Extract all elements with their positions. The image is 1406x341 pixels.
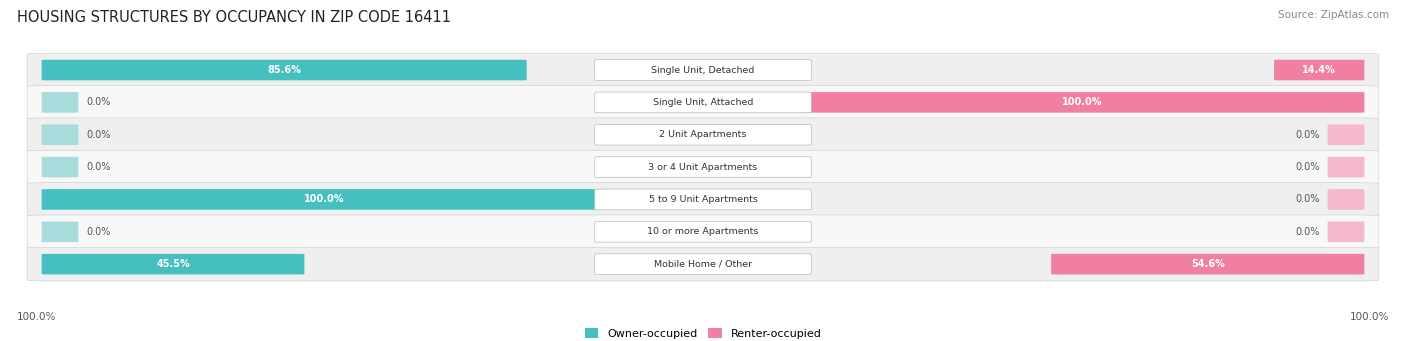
FancyBboxPatch shape [42,157,79,177]
FancyBboxPatch shape [42,92,79,113]
Text: 5 to 9 Unit Apartments: 5 to 9 Unit Apartments [648,195,758,204]
FancyBboxPatch shape [595,254,811,275]
FancyBboxPatch shape [1327,124,1364,145]
FancyBboxPatch shape [1327,157,1364,177]
FancyBboxPatch shape [42,124,79,145]
Text: HOUSING STRUCTURES BY OCCUPANCY IN ZIP CODE 16411: HOUSING STRUCTURES BY OCCUPANCY IN ZIP C… [17,10,451,25]
Text: 54.6%: 54.6% [1191,259,1225,269]
Text: 100.0%: 100.0% [304,194,344,205]
Text: 0.0%: 0.0% [86,227,111,237]
Text: Mobile Home / Other: Mobile Home / Other [654,260,752,269]
FancyBboxPatch shape [595,92,811,113]
Text: 0.0%: 0.0% [1295,194,1320,205]
FancyBboxPatch shape [595,157,811,177]
FancyBboxPatch shape [27,183,1379,216]
Text: 2 Unit Apartments: 2 Unit Apartments [659,130,747,139]
Text: 0.0%: 0.0% [86,130,111,140]
Text: 0.0%: 0.0% [1295,162,1320,172]
FancyBboxPatch shape [1327,189,1364,210]
FancyBboxPatch shape [27,215,1379,249]
Text: 85.6%: 85.6% [267,65,301,75]
FancyBboxPatch shape [27,118,1379,151]
Text: 100.0%: 100.0% [1062,98,1102,107]
FancyBboxPatch shape [1327,222,1364,242]
Text: 3 or 4 Unit Apartments: 3 or 4 Unit Apartments [648,163,758,172]
FancyBboxPatch shape [27,53,1379,87]
FancyBboxPatch shape [42,254,304,275]
Text: 100.0%: 100.0% [1350,312,1389,322]
FancyBboxPatch shape [27,86,1379,119]
Text: 0.0%: 0.0% [1295,227,1320,237]
FancyBboxPatch shape [595,189,811,210]
FancyBboxPatch shape [595,60,811,80]
Text: Single Unit, Attached: Single Unit, Attached [652,98,754,107]
Text: Single Unit, Detached: Single Unit, Detached [651,65,755,75]
FancyBboxPatch shape [595,124,811,145]
Text: 14.4%: 14.4% [1302,65,1336,75]
Text: 45.5%: 45.5% [156,259,190,269]
Legend: Owner-occupied, Renter-occupied: Owner-occupied, Renter-occupied [581,324,825,341]
FancyBboxPatch shape [595,221,811,242]
Text: 0.0%: 0.0% [1295,130,1320,140]
FancyBboxPatch shape [27,247,1379,281]
Text: 10 or more Apartments: 10 or more Apartments [647,227,759,236]
FancyBboxPatch shape [1052,254,1364,275]
Text: 100.0%: 100.0% [17,312,56,322]
FancyBboxPatch shape [42,60,527,80]
Text: 0.0%: 0.0% [86,162,111,172]
Text: 0.0%: 0.0% [86,98,111,107]
FancyBboxPatch shape [1274,60,1364,80]
FancyBboxPatch shape [42,189,606,210]
Text: Source: ZipAtlas.com: Source: ZipAtlas.com [1278,10,1389,20]
FancyBboxPatch shape [800,92,1364,113]
FancyBboxPatch shape [42,222,79,242]
FancyBboxPatch shape [27,150,1379,184]
